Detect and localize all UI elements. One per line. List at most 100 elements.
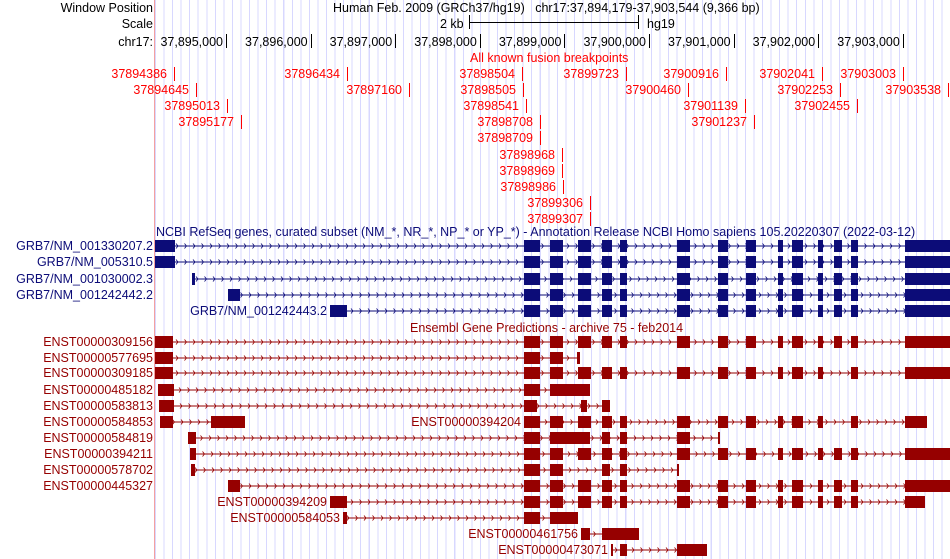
exon[interactable] <box>677 480 690 492</box>
exon[interactable] <box>792 367 803 379</box>
exon[interactable] <box>778 448 783 460</box>
exon[interactable] <box>578 448 591 460</box>
exon[interactable] <box>677 336 690 348</box>
exon[interactable] <box>905 305 950 317</box>
exon[interactable] <box>550 352 563 364</box>
exon[interactable] <box>524 240 540 252</box>
exon[interactable] <box>718 289 728 301</box>
exon[interactable] <box>677 432 690 444</box>
exon[interactable] <box>818 448 823 460</box>
transcript-label[interactable]: ENST00000578702 <box>43 463 153 477</box>
exon[interactable] <box>718 336 728 348</box>
breakpoint-label[interactable]: 37899306 <box>527 195 583 210</box>
exon[interactable] <box>718 480 728 492</box>
exon[interactable] <box>524 273 540 285</box>
breakpoint-label[interactable]: 37896434 <box>284 67 340 81</box>
transcript-label[interactable]: ENST00000309156 <box>43 335 153 349</box>
exon[interactable] <box>905 336 950 348</box>
breakpoint-mark[interactable] <box>540 131 541 146</box>
exon[interactable] <box>602 256 612 268</box>
breakpoint-label[interactable]: 37898986 <box>500 179 556 194</box>
transcript-label[interactable]: ENST00000584853 <box>43 415 153 429</box>
exon[interactable] <box>578 273 591 285</box>
exon[interactable] <box>550 305 563 317</box>
breakpoint-label[interactable]: 37895013 <box>164 99 220 114</box>
exon[interactable] <box>602 400 610 412</box>
exon[interactable] <box>550 496 563 508</box>
breakpoint-label[interactable]: 37900916 <box>663 67 719 81</box>
exon[interactable] <box>905 240 950 252</box>
exon[interactable] <box>550 416 563 428</box>
exon[interactable] <box>818 367 823 379</box>
breakpoint-mark[interactable] <box>562 147 563 162</box>
breakpoint-mark[interactable] <box>562 163 563 178</box>
exon[interactable] <box>746 256 756 268</box>
exon[interactable] <box>524 400 537 412</box>
exon[interactable] <box>746 416 756 428</box>
exon[interactable] <box>524 289 540 301</box>
exon[interactable] <box>677 464 679 476</box>
exon[interactable] <box>851 336 858 348</box>
exon[interactable] <box>851 480 858 492</box>
exon[interactable] <box>524 512 540 524</box>
exon[interactable] <box>550 432 590 444</box>
breakpoint-mark[interactable] <box>590 195 591 210</box>
exon[interactable] <box>188 432 196 444</box>
transcript-label[interactable]: ENST00000583813 <box>43 399 153 413</box>
exon[interactable] <box>818 305 823 317</box>
exon[interactable] <box>778 336 783 348</box>
breakpoint-mark[interactable] <box>948 83 949 98</box>
exon[interactable] <box>578 305 591 317</box>
breakpoint-label[interactable]: 37897160 <box>346 83 402 98</box>
exon[interactable] <box>792 448 803 460</box>
exon[interactable] <box>550 480 563 492</box>
exon[interactable] <box>155 352 173 364</box>
breakpoint-mark[interactable] <box>903 67 904 81</box>
exon[interactable] <box>160 416 173 428</box>
exon[interactable] <box>602 480 612 492</box>
breakpoint-mark[interactable] <box>522 67 523 81</box>
exon[interactable] <box>155 336 173 348</box>
exon[interactable] <box>851 240 858 252</box>
exon[interactable] <box>602 528 639 540</box>
transcript-label[interactable]: ENST00000584819 <box>43 431 153 445</box>
exon[interactable] <box>602 416 612 428</box>
exon[interactable] <box>778 240 783 252</box>
exon[interactable] <box>718 240 728 252</box>
exon[interactable] <box>602 464 610 476</box>
exon[interactable] <box>191 464 195 476</box>
exon[interactable] <box>550 512 578 524</box>
exon[interactable] <box>718 273 728 285</box>
exon[interactable] <box>524 464 540 476</box>
exon[interactable] <box>851 496 858 508</box>
transcript-label[interactable]: ENST00000394209 <box>217 495 327 509</box>
exon[interactable] <box>718 367 728 379</box>
breakpoint-mark[interactable] <box>196 83 197 98</box>
exon[interactable] <box>778 273 783 285</box>
breakpoint-label[interactable]: 37903003 <box>840 67 896 81</box>
exon[interactable] <box>778 416 783 428</box>
breakpoint-mark[interactable] <box>745 99 746 114</box>
exon[interactable] <box>746 480 756 492</box>
exon[interactable] <box>550 289 563 301</box>
breakpoint-mark[interactable] <box>857 99 858 114</box>
exon[interactable] <box>905 496 925 508</box>
exon[interactable] <box>602 432 610 444</box>
breakpoint-mark[interactable] <box>227 99 228 114</box>
exon[interactable] <box>550 448 563 460</box>
exon[interactable] <box>905 416 927 428</box>
exon[interactable] <box>746 289 756 301</box>
transcript-label[interactable]: GRB7/NM_001242443.2 <box>190 304 327 318</box>
transcript-label[interactable]: ENST00000577695 <box>43 351 153 365</box>
exon[interactable] <box>718 432 720 444</box>
exon[interactable] <box>746 496 756 508</box>
exon[interactable] <box>746 448 756 460</box>
exon[interactable] <box>834 273 842 285</box>
transcript-label[interactable]: GRB7/NM_001242442.2 <box>16 288 153 302</box>
exon[interactable] <box>602 289 612 301</box>
exon[interactable] <box>578 480 591 492</box>
breakpoint-mark[interactable] <box>590 211 591 226</box>
breakpoint-label[interactable]: 37899307 <box>527 211 583 226</box>
breakpoint-mark[interactable] <box>241 115 242 130</box>
breakpoint-label[interactable]: 37902455 <box>794 99 850 114</box>
